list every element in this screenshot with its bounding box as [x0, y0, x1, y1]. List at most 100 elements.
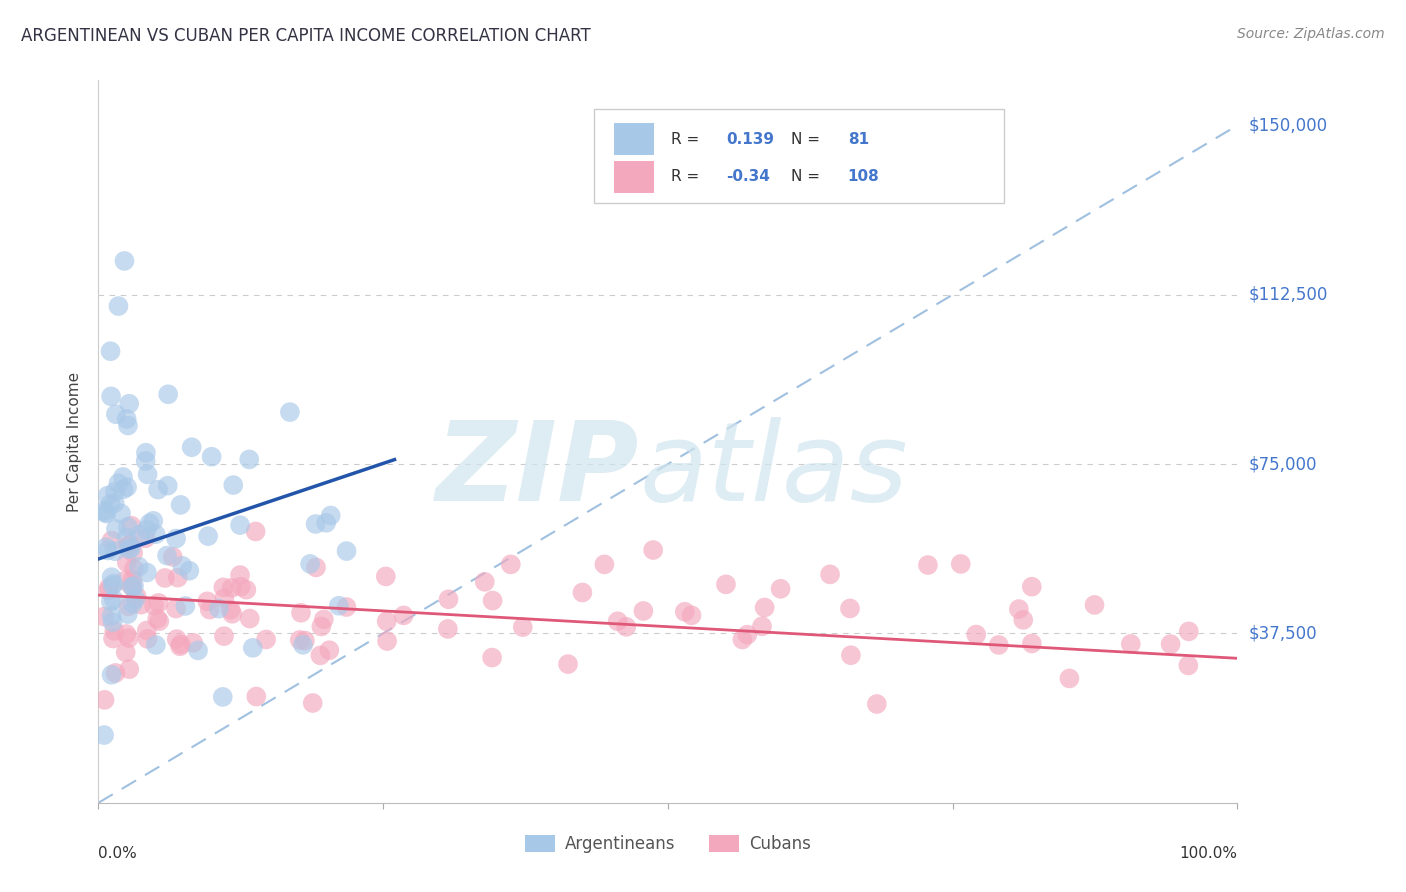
Point [135, 624, 157, 638]
Point [180, 440, 202, 454]
Point [643, 543, 665, 558]
Point [121, 579, 143, 593]
Y-axis label: Per Capita Income: Per Capita Income [67, 371, 83, 512]
Point [148, 596, 170, 610]
Point [104, 522, 127, 536]
Point [100, 389, 122, 403]
Point [949, 557, 972, 571]
Point [112, 482, 135, 496]
Point [201, 450, 224, 464]
Point [235, 582, 257, 597]
Text: 108: 108 [848, 169, 880, 185]
Point [557, 657, 579, 671]
Point [103, 576, 125, 591]
Point [122, 579, 145, 593]
Point [245, 524, 267, 539]
Point [1008, 602, 1031, 616]
Point [1160, 637, 1182, 651]
Point [104, 484, 127, 499]
Point [143, 599, 166, 613]
Point [96, 507, 118, 521]
Point [179, 564, 201, 578]
Point [1021, 636, 1043, 650]
Text: $150,000: $150,000 [1249, 117, 1327, 135]
Text: $37,500: $37,500 [1249, 624, 1317, 642]
Point [101, 615, 124, 629]
Point [129, 527, 152, 541]
Point [117, 418, 139, 433]
Point [1059, 672, 1081, 686]
Point [335, 600, 357, 615]
Point [118, 662, 141, 676]
Point [221, 607, 243, 621]
Text: $112,500: $112,500 [1249, 285, 1327, 304]
Text: N =: N = [790, 169, 825, 185]
Point [239, 611, 262, 625]
Point [917, 558, 939, 572]
Point [481, 650, 503, 665]
Point [633, 604, 655, 618]
Point [319, 508, 342, 523]
Point [309, 648, 332, 663]
Point [170, 637, 193, 651]
Point [115, 412, 138, 426]
Point [499, 558, 522, 572]
Point [229, 568, 252, 582]
Text: 81: 81 [848, 132, 869, 147]
Point [392, 608, 415, 623]
Point [318, 643, 340, 657]
Point [214, 591, 236, 606]
Point [122, 546, 145, 560]
Point [94, 506, 117, 520]
Point [818, 567, 841, 582]
Point [221, 581, 243, 595]
Point [731, 632, 754, 647]
Point [100, 570, 122, 584]
Point [134, 532, 156, 546]
Point [288, 632, 311, 647]
Point [292, 638, 315, 652]
Point [142, 514, 165, 528]
Point [97, 581, 120, 595]
Point [115, 480, 138, 494]
Text: R =: R = [671, 132, 704, 147]
Point [117, 599, 139, 614]
Point [97, 583, 120, 598]
Point [169, 498, 191, 512]
Point [839, 601, 862, 615]
Point [96, 489, 118, 503]
Point [305, 560, 328, 574]
Point [181, 636, 204, 650]
Text: 100.0%: 100.0% [1180, 847, 1237, 861]
Point [614, 620, 637, 634]
Point [197, 529, 219, 543]
Point [229, 518, 252, 533]
Point [278, 405, 301, 419]
Point [153, 571, 176, 585]
Point [245, 690, 267, 704]
Point [987, 638, 1010, 652]
Point [374, 569, 396, 583]
Point [1012, 613, 1035, 627]
Point [681, 608, 703, 623]
Legend: Argentineans, Cubans: Argentineans, Cubans [519, 828, 817, 860]
Point [162, 549, 184, 564]
Point [100, 595, 122, 609]
Point [125, 590, 148, 604]
Point [148, 614, 170, 628]
Point [219, 603, 242, 617]
Point [136, 467, 159, 482]
Point [315, 516, 337, 530]
Point [118, 542, 141, 557]
Point [1021, 580, 1043, 594]
Point [124, 591, 146, 606]
Point [169, 640, 191, 654]
Point [100, 667, 122, 681]
Point [165, 601, 187, 615]
Point [156, 478, 179, 492]
Point [115, 555, 138, 569]
Point [165, 532, 187, 546]
Point [754, 600, 776, 615]
Point [145, 638, 167, 652]
Point [593, 558, 616, 572]
